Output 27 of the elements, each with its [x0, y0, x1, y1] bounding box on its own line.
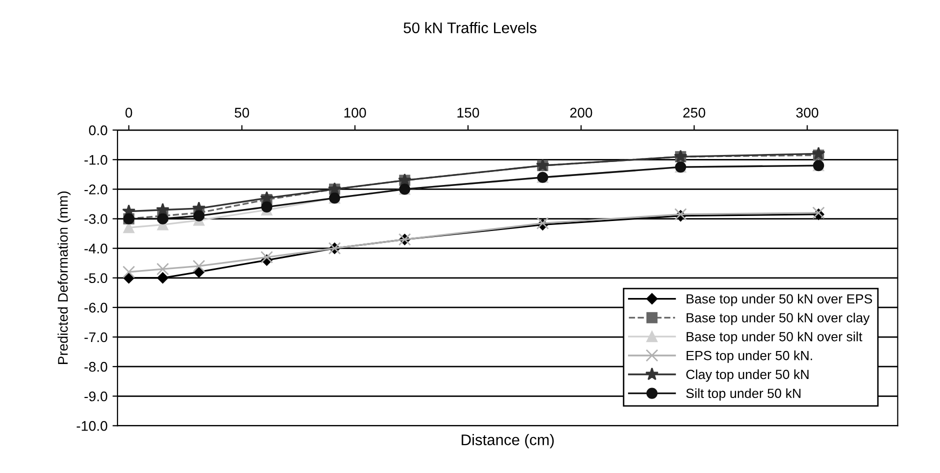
y-tick-label: -3.0 [84, 214, 108, 224]
x-tick-label: 50 [234, 108, 250, 118]
y-tick-label: -2.0 [84, 184, 108, 194]
y-tick-label: -10.0 [76, 421, 108, 431]
y-tick-label: -6.0 [84, 302, 108, 313]
x-tick-label: 300 [796, 108, 818, 118]
x-tick-label: 100 [344, 108, 366, 118]
y-tick-label: -7.0 [84, 332, 108, 342]
y-tick-label: -1.0 [84, 154, 108, 165]
legend-label: Base top under 50 kN over silt [686, 332, 862, 344]
legend-label: Base top under 50 kN over EPS [686, 294, 872, 306]
legend-label: EPS top under 50 kN. [686, 350, 812, 363]
chart-title: 50 kN Traffic Levels [404, 22, 536, 34]
x-tick-label: 150 [458, 108, 480, 118]
y-tick-label: -4.0 [84, 244, 108, 254]
legend-label: Silt top under 50 kN [686, 388, 800, 401]
x-tick-label: 0 [125, 108, 132, 118]
y-tick-label: -8.0 [84, 362, 108, 372]
legend-label: Base top under 50 kN over clay [686, 312, 870, 326]
y-tick-label: -9.0 [84, 391, 108, 402]
y-tick-label: -5.0 [84, 273, 108, 284]
y-axis-title: Predicted Deformation (mm) [58, 192, 71, 364]
y-tick-label: 0.0 [89, 125, 108, 136]
legend-label: Clay top under 50 kN [686, 369, 808, 382]
x-axis-title: Distance (cm) [462, 434, 554, 448]
x-tick-label: 200 [570, 108, 592, 118]
x-tick-label: 250 [683, 108, 706, 118]
